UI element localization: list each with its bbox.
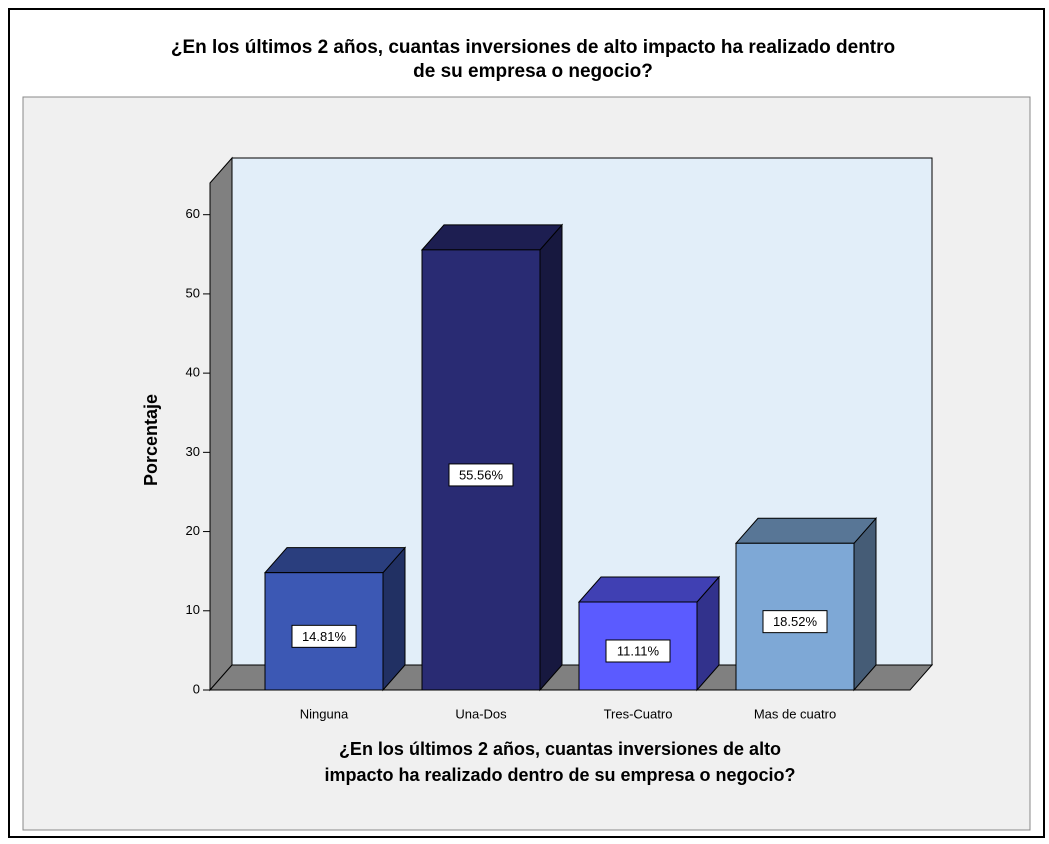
x-tick-label: Mas de cuatro xyxy=(754,706,836,721)
bar-top xyxy=(734,517,878,544)
y-tick-label: 20 xyxy=(186,523,200,538)
value-label: 11.11% xyxy=(617,643,660,658)
chart-title: ¿En los últimos 2 años, cuantas inversio… xyxy=(171,37,895,58)
x-axis-title: impacto ha realizado dentro de su empres… xyxy=(324,765,795,785)
x-tick-label: Tres-Cuatro xyxy=(604,706,673,721)
bar-top xyxy=(577,576,721,603)
y-tick-label: 10 xyxy=(186,602,200,617)
y-tick-label: 50 xyxy=(186,285,200,300)
value-label-box xyxy=(448,463,514,487)
chart-title: de su empresa o negocio? xyxy=(413,61,653,82)
value-label-box xyxy=(605,639,671,663)
x-tick-label: Una-Dos xyxy=(455,706,507,721)
y-axis-title: Porcentaje xyxy=(141,394,161,486)
y-tick-label: 30 xyxy=(186,444,200,459)
bar-side xyxy=(539,223,563,692)
side-wall xyxy=(209,156,233,692)
y-tick-label: 60 xyxy=(186,206,200,221)
value-label: 55.56% xyxy=(459,467,504,482)
bar-side xyxy=(853,516,877,692)
y-tick-label: 40 xyxy=(186,365,200,380)
x-axis-title: ¿En los últimos 2 años, cuantas inversio… xyxy=(339,739,781,759)
x-tick-label: Ninguna xyxy=(300,706,349,721)
value-label-box xyxy=(291,624,357,648)
bar-top xyxy=(263,547,407,574)
value-label: 14.81% xyxy=(302,629,347,644)
y-tick-label: 0 xyxy=(193,681,200,696)
value-label: 18.52% xyxy=(773,614,818,629)
bar-top xyxy=(420,224,564,251)
value-label-box xyxy=(762,610,828,634)
